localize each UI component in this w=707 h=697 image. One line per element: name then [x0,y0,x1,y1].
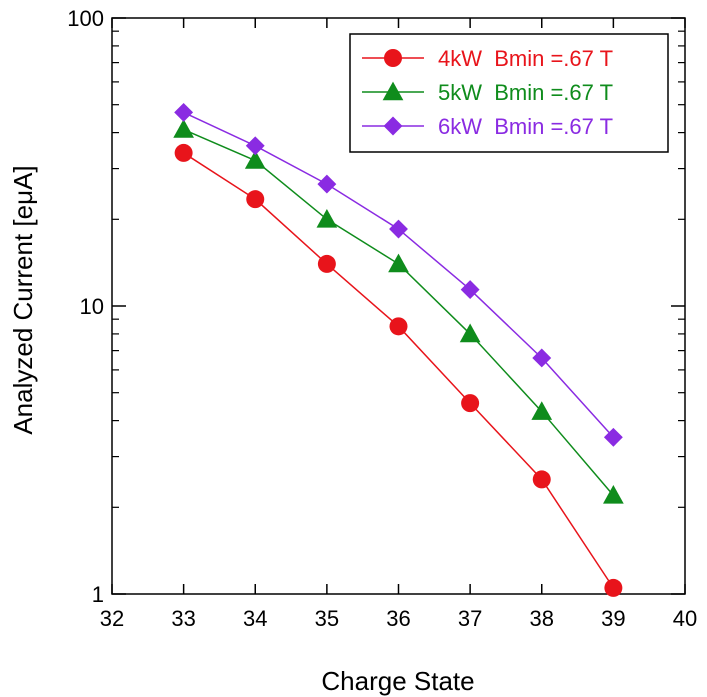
series-1 [174,143,623,597]
x-tick-label: 32 [100,606,124,631]
data-point [174,143,193,162]
series-group [173,102,624,597]
series-3 [174,102,623,447]
legend-label: 6kW Bmin =.67 T [438,114,613,139]
data-point [389,317,408,336]
data-point [460,280,480,300]
series-line [183,111,614,438]
legend: 4kW Bmin =.67 T 5kW Bmin =.67 T 6kW Bmin =… [349,33,669,153]
data-point [317,174,337,194]
legend-item: 5kW Bmin =.67 T [362,80,613,105]
series-line [183,152,615,589]
data-point [459,323,481,343]
x-tick-label: 37 [458,606,482,631]
axis-ticks [111,17,686,595]
data-point [532,348,552,368]
data-point [388,253,409,273]
data-point [174,102,194,122]
x-tick-label: 38 [530,606,554,631]
data-point [245,136,265,156]
data-point [316,208,338,228]
data-point [317,254,336,273]
data-point [246,190,265,209]
series-line [183,128,614,496]
data-point [389,219,408,239]
legend-items: 4kW Bmin =.67 T 5kW Bmin =.67 T 6kW Bmin =… [362,46,613,139]
legend-label: 5kW Bmin =.67 T [438,80,613,105]
data-point [244,150,266,169]
legend-box [349,33,669,153]
x-axis-label: Charge State [321,666,474,696]
legend-item: 4kW Bmin =.67 T [362,46,613,71]
y-tick-labels: 1 10 100 [67,6,104,607]
legend-marker [382,81,404,101]
data-point [173,119,194,138]
legend-marker [383,116,403,136]
y-tick-label: 10 [80,294,104,319]
x-tick-label: 33 [171,606,195,631]
x-tick-label: 39 [601,606,625,631]
legend-marker [384,49,402,67]
legend-label: 4kW Bmin =.67 T [438,46,613,71]
y-tick-label: 100 [67,6,104,31]
x-tick-labels: 32 33 34 35 36 37 38 39 40 [100,606,697,631]
data-point [603,485,624,504]
x-tick-label: 36 [386,606,410,631]
x-tick-label: 40 [673,606,697,631]
data-point [461,394,480,413]
y-axis-label: Analyzed Current [eμA] [8,165,38,434]
data-point [604,578,623,597]
data-point [532,470,551,489]
data-point [531,401,553,420]
legend-item: 6kW Bmin =.67 T [362,114,613,139]
x-tick-label: 35 [315,606,339,631]
series-2 [173,119,624,504]
y-tick-label: 1 [92,582,104,607]
x-tick-label: 34 [243,606,267,631]
data-point [603,427,623,447]
